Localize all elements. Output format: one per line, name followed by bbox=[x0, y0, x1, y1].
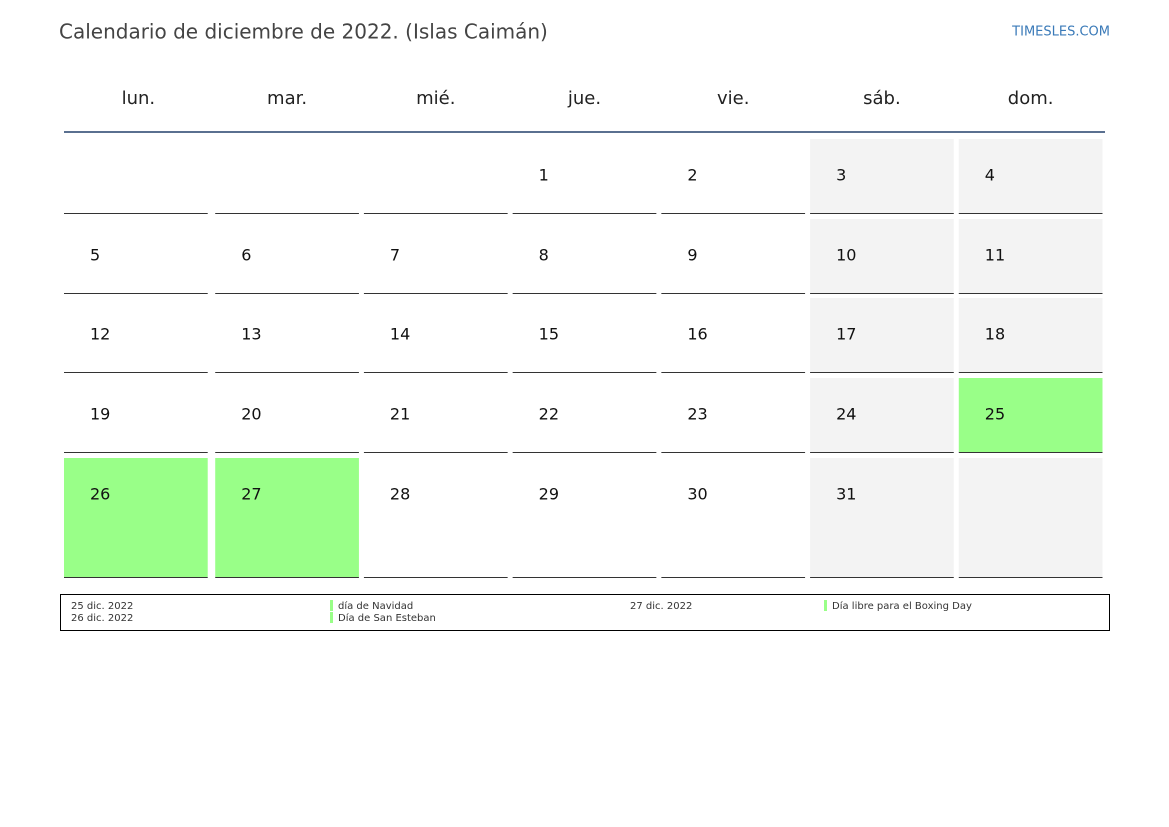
day-number: 8 bbox=[539, 246, 549, 265]
weekday: dom. bbox=[1008, 88, 1054, 109]
weekday: vie. bbox=[717, 88, 749, 109]
title: Calendario de diciembre de 2022. (Islas … bbox=[59, 20, 548, 44]
holiday-cell bbox=[64, 458, 208, 577]
day-number: 23 bbox=[687, 405, 707, 424]
day-number: 30 bbox=[687, 485, 707, 504]
day-number: 29 bbox=[539, 485, 559, 504]
holiday-name: Día de San Esteban bbox=[338, 612, 436, 624]
day-number: 11 bbox=[985, 246, 1005, 265]
weekend-cell bbox=[958, 219, 1103, 293]
weekend-cell bbox=[810, 298, 954, 372]
weekend-cell bbox=[958, 139, 1103, 213]
holiday-cell bbox=[958, 378, 1103, 452]
weekend-cell bbox=[810, 458, 954, 577]
holiday-swatch bbox=[330, 612, 333, 623]
day-number: 9 bbox=[687, 246, 697, 265]
day-number: 1 bbox=[539, 166, 549, 185]
day-number: 27 bbox=[241, 485, 261, 504]
weekend-cell bbox=[958, 458, 1103, 577]
holiday-swatch bbox=[824, 600, 827, 611]
legend-box bbox=[60, 594, 1110, 631]
day-number: 20 bbox=[241, 405, 261, 424]
day-number: 7 bbox=[390, 246, 400, 265]
weekend-cell bbox=[810, 219, 954, 293]
day-number: 21 bbox=[390, 405, 410, 424]
day-number: 17 bbox=[836, 325, 856, 344]
day-number: 12 bbox=[90, 325, 110, 344]
brand[interactable]: TIMESLES.COM bbox=[1011, 25, 1110, 40]
day-number: 3 bbox=[836, 166, 846, 185]
day-number: 5 bbox=[90, 246, 100, 265]
brand-link[interactable]: TIMESLES.COM bbox=[1011, 25, 1110, 40]
day-number: 16 bbox=[687, 325, 707, 344]
weekend-cell bbox=[810, 139, 954, 213]
day-number: 13 bbox=[241, 325, 261, 344]
weekday: jue. bbox=[567, 88, 601, 109]
day-number: 31 bbox=[836, 485, 856, 504]
day-number: 10 bbox=[836, 246, 856, 265]
day-number: 18 bbox=[985, 325, 1005, 344]
weekday: mié. bbox=[416, 88, 455, 109]
weekend-cell bbox=[810, 378, 954, 452]
holiday-swatch bbox=[330, 600, 333, 611]
weekday: sáb. bbox=[863, 88, 901, 109]
day-number: 26 bbox=[90, 485, 110, 504]
weekday: mar. bbox=[267, 88, 307, 109]
day-number: 2 bbox=[687, 166, 697, 185]
day-number: 19 bbox=[90, 405, 110, 424]
holiday-name: día de Navidad bbox=[338, 600, 413, 612]
day-number: 6 bbox=[241, 246, 251, 265]
day-number: 4 bbox=[985, 166, 995, 185]
weekday: lun. bbox=[122, 88, 156, 109]
day-number: 24 bbox=[836, 405, 856, 424]
holiday-date: 26 dic. 2022 bbox=[71, 613, 133, 624]
day-number: 15 bbox=[539, 325, 559, 344]
day-number: 28 bbox=[390, 485, 410, 504]
holiday-date: 27 dic. 2022 bbox=[630, 601, 692, 612]
day-number: 14 bbox=[390, 325, 410, 344]
day-number: 22 bbox=[539, 405, 559, 424]
weekend-cell bbox=[958, 298, 1103, 372]
holiday-name: Día libre para el Boxing Day bbox=[832, 600, 972, 612]
holiday-cell bbox=[215, 458, 359, 577]
day-number: 25 bbox=[985, 405, 1005, 424]
holiday-date: 25 dic. 2022 bbox=[71, 601, 133, 612]
